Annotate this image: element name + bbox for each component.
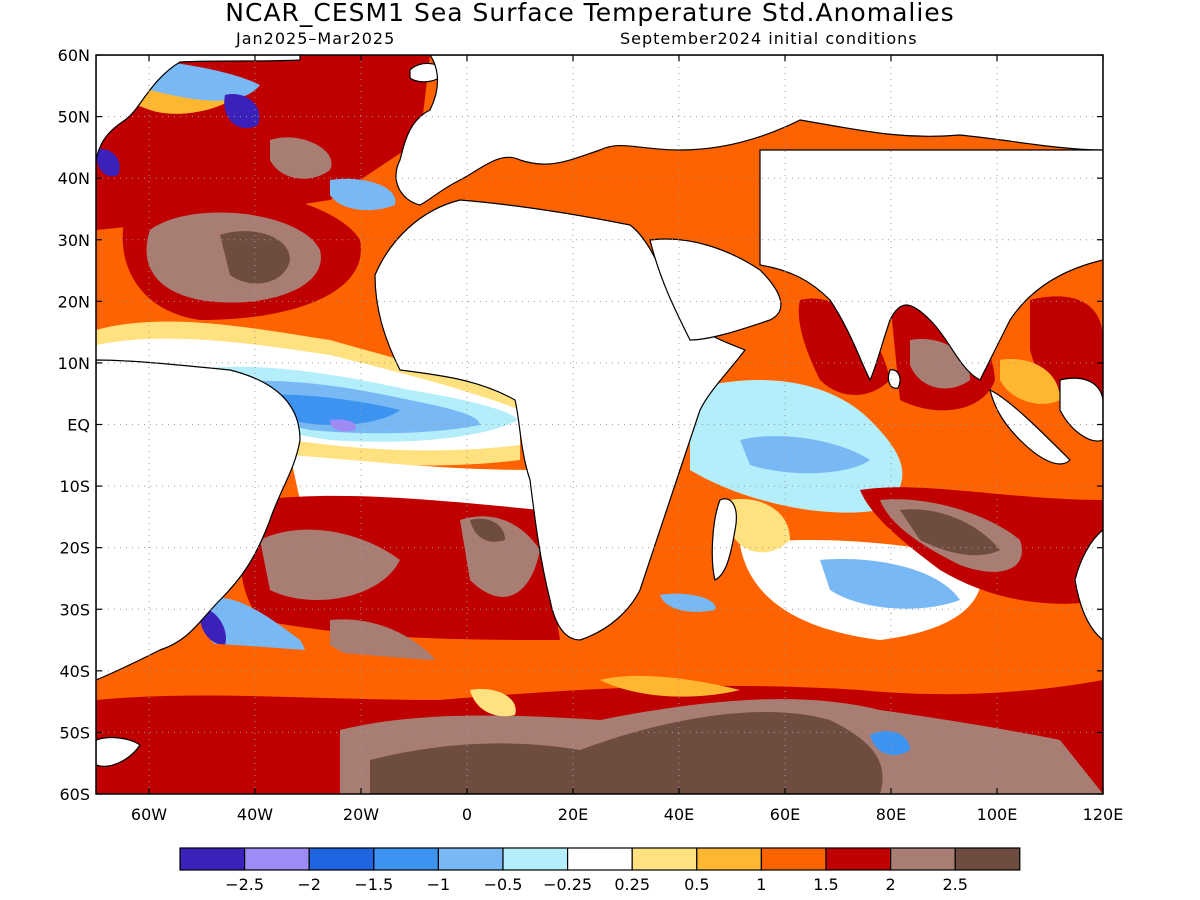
lon-tick-label: 40E — [664, 805, 694, 824]
lat-tick-label: 50N — [58, 108, 90, 127]
lon-tick-label: 0 — [462, 805, 472, 824]
lat-tick-label: 10S — [59, 477, 90, 496]
legend-swatch — [566, 847, 633, 871]
lon-tick-label: 40W — [237, 805, 273, 824]
legend-swatch — [244, 847, 310, 871]
map-title: NCAR_CESM1 Sea Surface Temperature Std.A… — [225, 0, 955, 27]
lat-tick-label: 60S — [59, 785, 90, 804]
latitude-axis: 60N 50N 40N 30N 20N 10N EQ 10S 20S 30S 40S 50S 60S — [58, 46, 1103, 804]
legend-swatch — [760, 847, 827, 871]
lon-tick-label: 60E — [770, 805, 800, 824]
lat-tick-label: 40N — [58, 169, 90, 188]
legend-swatch — [308, 847, 375, 871]
lat-tick-label: 20N — [58, 292, 90, 311]
legend-label: −2.5 — [225, 875, 264, 894]
legend-swatch — [502, 847, 569, 871]
lat-tick-label: 10N — [58, 354, 90, 373]
longitude-axis: 60W 40W 20W 0 20E 40E 60E 80E 100E 120E — [131, 55, 1123, 824]
lat-tick-label: 20S — [59, 539, 90, 558]
lat-tick-label: 60N — [58, 46, 90, 65]
lon-tick-label: 120E — [1083, 805, 1124, 824]
lat-tick-label: 50S — [59, 723, 90, 742]
legend-swatch — [696, 847, 762, 871]
legend-swatch — [825, 847, 892, 871]
legend-label: 0.5 — [684, 875, 709, 894]
legend-swatch — [889, 847, 956, 871]
legend-label: −0.5 — [484, 875, 523, 894]
initial-conditions: September2024 initial conditions — [620, 29, 918, 48]
anomaly-field — [96, 55, 1103, 794]
legend-swatch — [437, 847, 504, 871]
legend-label: −0.25 — [543, 875, 592, 894]
lon-tick-label: 100E — [977, 805, 1018, 824]
legend-label: 1 — [756, 875, 766, 894]
lat-tick-label: 30S — [59, 600, 90, 619]
legend-swatch — [954, 847, 1021, 871]
lat-tick-label: 30N — [58, 231, 90, 250]
lon-tick-label: 20E — [558, 805, 588, 824]
legend-swatch — [373, 847, 439, 871]
legend-swatch — [631, 847, 698, 871]
legend-label: 0.25 — [614, 875, 650, 894]
lat-tick-label: 40S — [59, 662, 90, 681]
legend-label: 2.5 — [942, 875, 967, 894]
color-legend: −2.5 −2 −1.5 −1 −0.5 −0.25 0.25 0.5 1 1.5 2 2.5 — [179, 847, 1021, 894]
lon-tick-label: 20W — [343, 805, 379, 824]
legend-label: −1 — [427, 875, 451, 894]
legend-label: −2 — [297, 875, 321, 894]
lon-tick-label: 80E — [876, 805, 906, 824]
legend-label: 1.5 — [813, 875, 838, 894]
legend-label: 2 — [886, 875, 896, 894]
legend-swatch — [179, 847, 246, 871]
legend-label: −1.5 — [354, 875, 393, 894]
lat-tick-label: EQ — [67, 416, 90, 435]
lon-tick-label: 60W — [131, 805, 167, 824]
forecast-period: Jan2025–Mar2025 — [236, 29, 396, 48]
